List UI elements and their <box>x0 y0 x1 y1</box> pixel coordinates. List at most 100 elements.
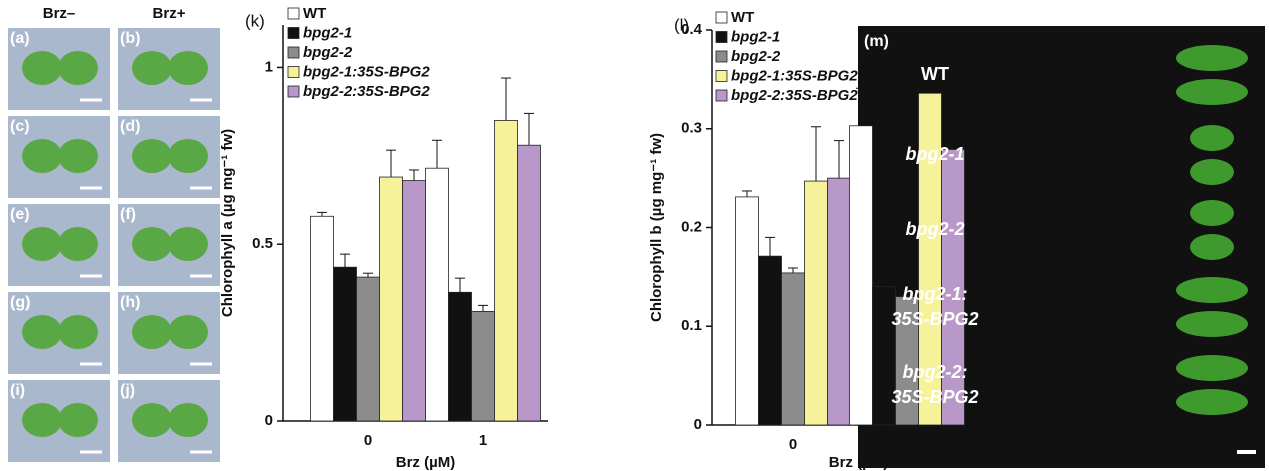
genotype-label: 35S-BPG2 <box>891 309 978 329</box>
bar <box>448 291 472 422</box>
bar <box>310 215 334 422</box>
legend-label: bpg2-1:35S-BPG2 <box>303 63 430 80</box>
leaf <box>1176 311 1248 337</box>
legend-swatch <box>287 7 300 20</box>
legend-label: WT <box>731 9 754 26</box>
y-axis-label: Chlorophyll a (µg mg⁻¹ fw) <box>219 129 236 317</box>
cotyledon <box>22 403 62 437</box>
y-axis-label: Chlorophyll b (µg mg⁻¹ fw) <box>648 133 665 322</box>
cotyledon <box>22 51 62 85</box>
cotyledon <box>132 227 172 261</box>
cotyledon <box>132 403 172 437</box>
panel-label: (d) <box>120 118 140 135</box>
leaf <box>1176 389 1248 415</box>
cotyledon <box>58 403 98 437</box>
panel-label: (e) <box>10 206 30 223</box>
leaf <box>1190 159 1234 185</box>
genotype-label: bpg2-1 <box>905 144 964 164</box>
x-tick-label: 1 <box>903 436 911 453</box>
bar <box>494 120 518 422</box>
leaf <box>1190 125 1234 151</box>
x-axis-label: Brz (µM) <box>829 454 888 471</box>
legend-swatch <box>287 66 300 78</box>
leaf <box>1176 355 1248 381</box>
panel-label: (i) <box>10 382 25 399</box>
x-tick-label: 1 <box>479 432 487 449</box>
y-tick-label: 0.3 <box>681 120 702 137</box>
panel-label: (f) <box>120 206 136 223</box>
cotyledon <box>132 139 172 173</box>
column-header: Brz+ <box>153 5 186 22</box>
bar <box>758 255 782 426</box>
cotyledon <box>58 227 98 261</box>
legend-swatch <box>715 11 728 24</box>
panel-label: (h) <box>120 294 140 311</box>
y-tick-label: 0 <box>694 416 702 433</box>
panel-label: (l) <box>674 15 689 34</box>
y-tick-label: 1 <box>265 58 273 75</box>
legend-swatch <box>715 31 728 43</box>
legend-swatch <box>715 89 728 102</box>
genotype-label: WT <box>921 64 949 84</box>
bar <box>356 276 380 422</box>
bar <box>471 310 495 422</box>
panel-label: (b) <box>120 30 140 47</box>
bar <box>517 144 541 422</box>
genotype-label: bpg2-2 <box>905 219 964 239</box>
x-tick-label: 0 <box>364 432 372 449</box>
legend-label: bpg2-2:35S-BPG2 <box>303 83 430 100</box>
bar <box>735 196 759 426</box>
cotyledon <box>168 51 208 85</box>
bar <box>781 272 805 426</box>
genotype-label: bpg2-1: <box>903 284 968 304</box>
panel-label: (a) <box>10 30 30 47</box>
leaf <box>1190 234 1234 260</box>
y-tick-label: 0.5 <box>252 235 273 252</box>
legend-label: bpg2-1 <box>731 28 780 45</box>
x-tick-label: 0 <box>789 436 797 453</box>
x-axis-label: Brz (µM) <box>396 454 455 471</box>
panel-label: (j) <box>120 382 135 399</box>
cotyledon <box>22 227 62 261</box>
bar <box>425 167 449 422</box>
bar <box>827 177 851 426</box>
legend-label: WT <box>303 5 326 22</box>
panel-label: (g) <box>10 294 30 311</box>
cotyledon <box>132 51 172 85</box>
legend-swatch <box>715 70 728 82</box>
bar <box>804 180 828 426</box>
cotyledon <box>168 139 208 173</box>
legend-label: bpg2-1 <box>303 24 352 41</box>
y-tick-label: 0.2 <box>681 218 702 235</box>
bar <box>849 125 873 426</box>
y-tick-label: 0.1 <box>681 317 702 334</box>
cotyledon <box>168 227 208 261</box>
genotype-label: bpg2-2: <box>903 362 968 382</box>
y-tick-label: 0 <box>265 412 273 429</box>
bar <box>941 149 965 426</box>
panel-label: (k) <box>245 11 265 30</box>
bar <box>402 180 426 422</box>
cotyledon <box>22 139 62 173</box>
leaf <box>1190 200 1234 226</box>
leaf <box>1176 79 1248 105</box>
bar <box>379 176 403 422</box>
cotyledon <box>168 403 208 437</box>
cotyledon <box>58 315 98 349</box>
cotyledon <box>22 315 62 349</box>
cotyledon <box>58 139 98 173</box>
cotyledon <box>58 51 98 85</box>
legend-swatch <box>287 46 300 59</box>
legend-swatch <box>287 27 300 39</box>
cotyledon <box>132 315 172 349</box>
cotyledon <box>168 315 208 349</box>
legend-swatch <box>715 50 728 63</box>
legend-label: bpg2-1:35S-BPG2 <box>731 67 858 84</box>
panel-label: (m) <box>864 33 889 50</box>
legend-label: bpg2-2 <box>731 48 781 65</box>
genotype-label: 35S-BPG2 <box>891 387 978 407</box>
legend-label: bpg2-2 <box>303 44 353 61</box>
bar <box>333 266 357 422</box>
legend-swatch <box>287 85 300 98</box>
